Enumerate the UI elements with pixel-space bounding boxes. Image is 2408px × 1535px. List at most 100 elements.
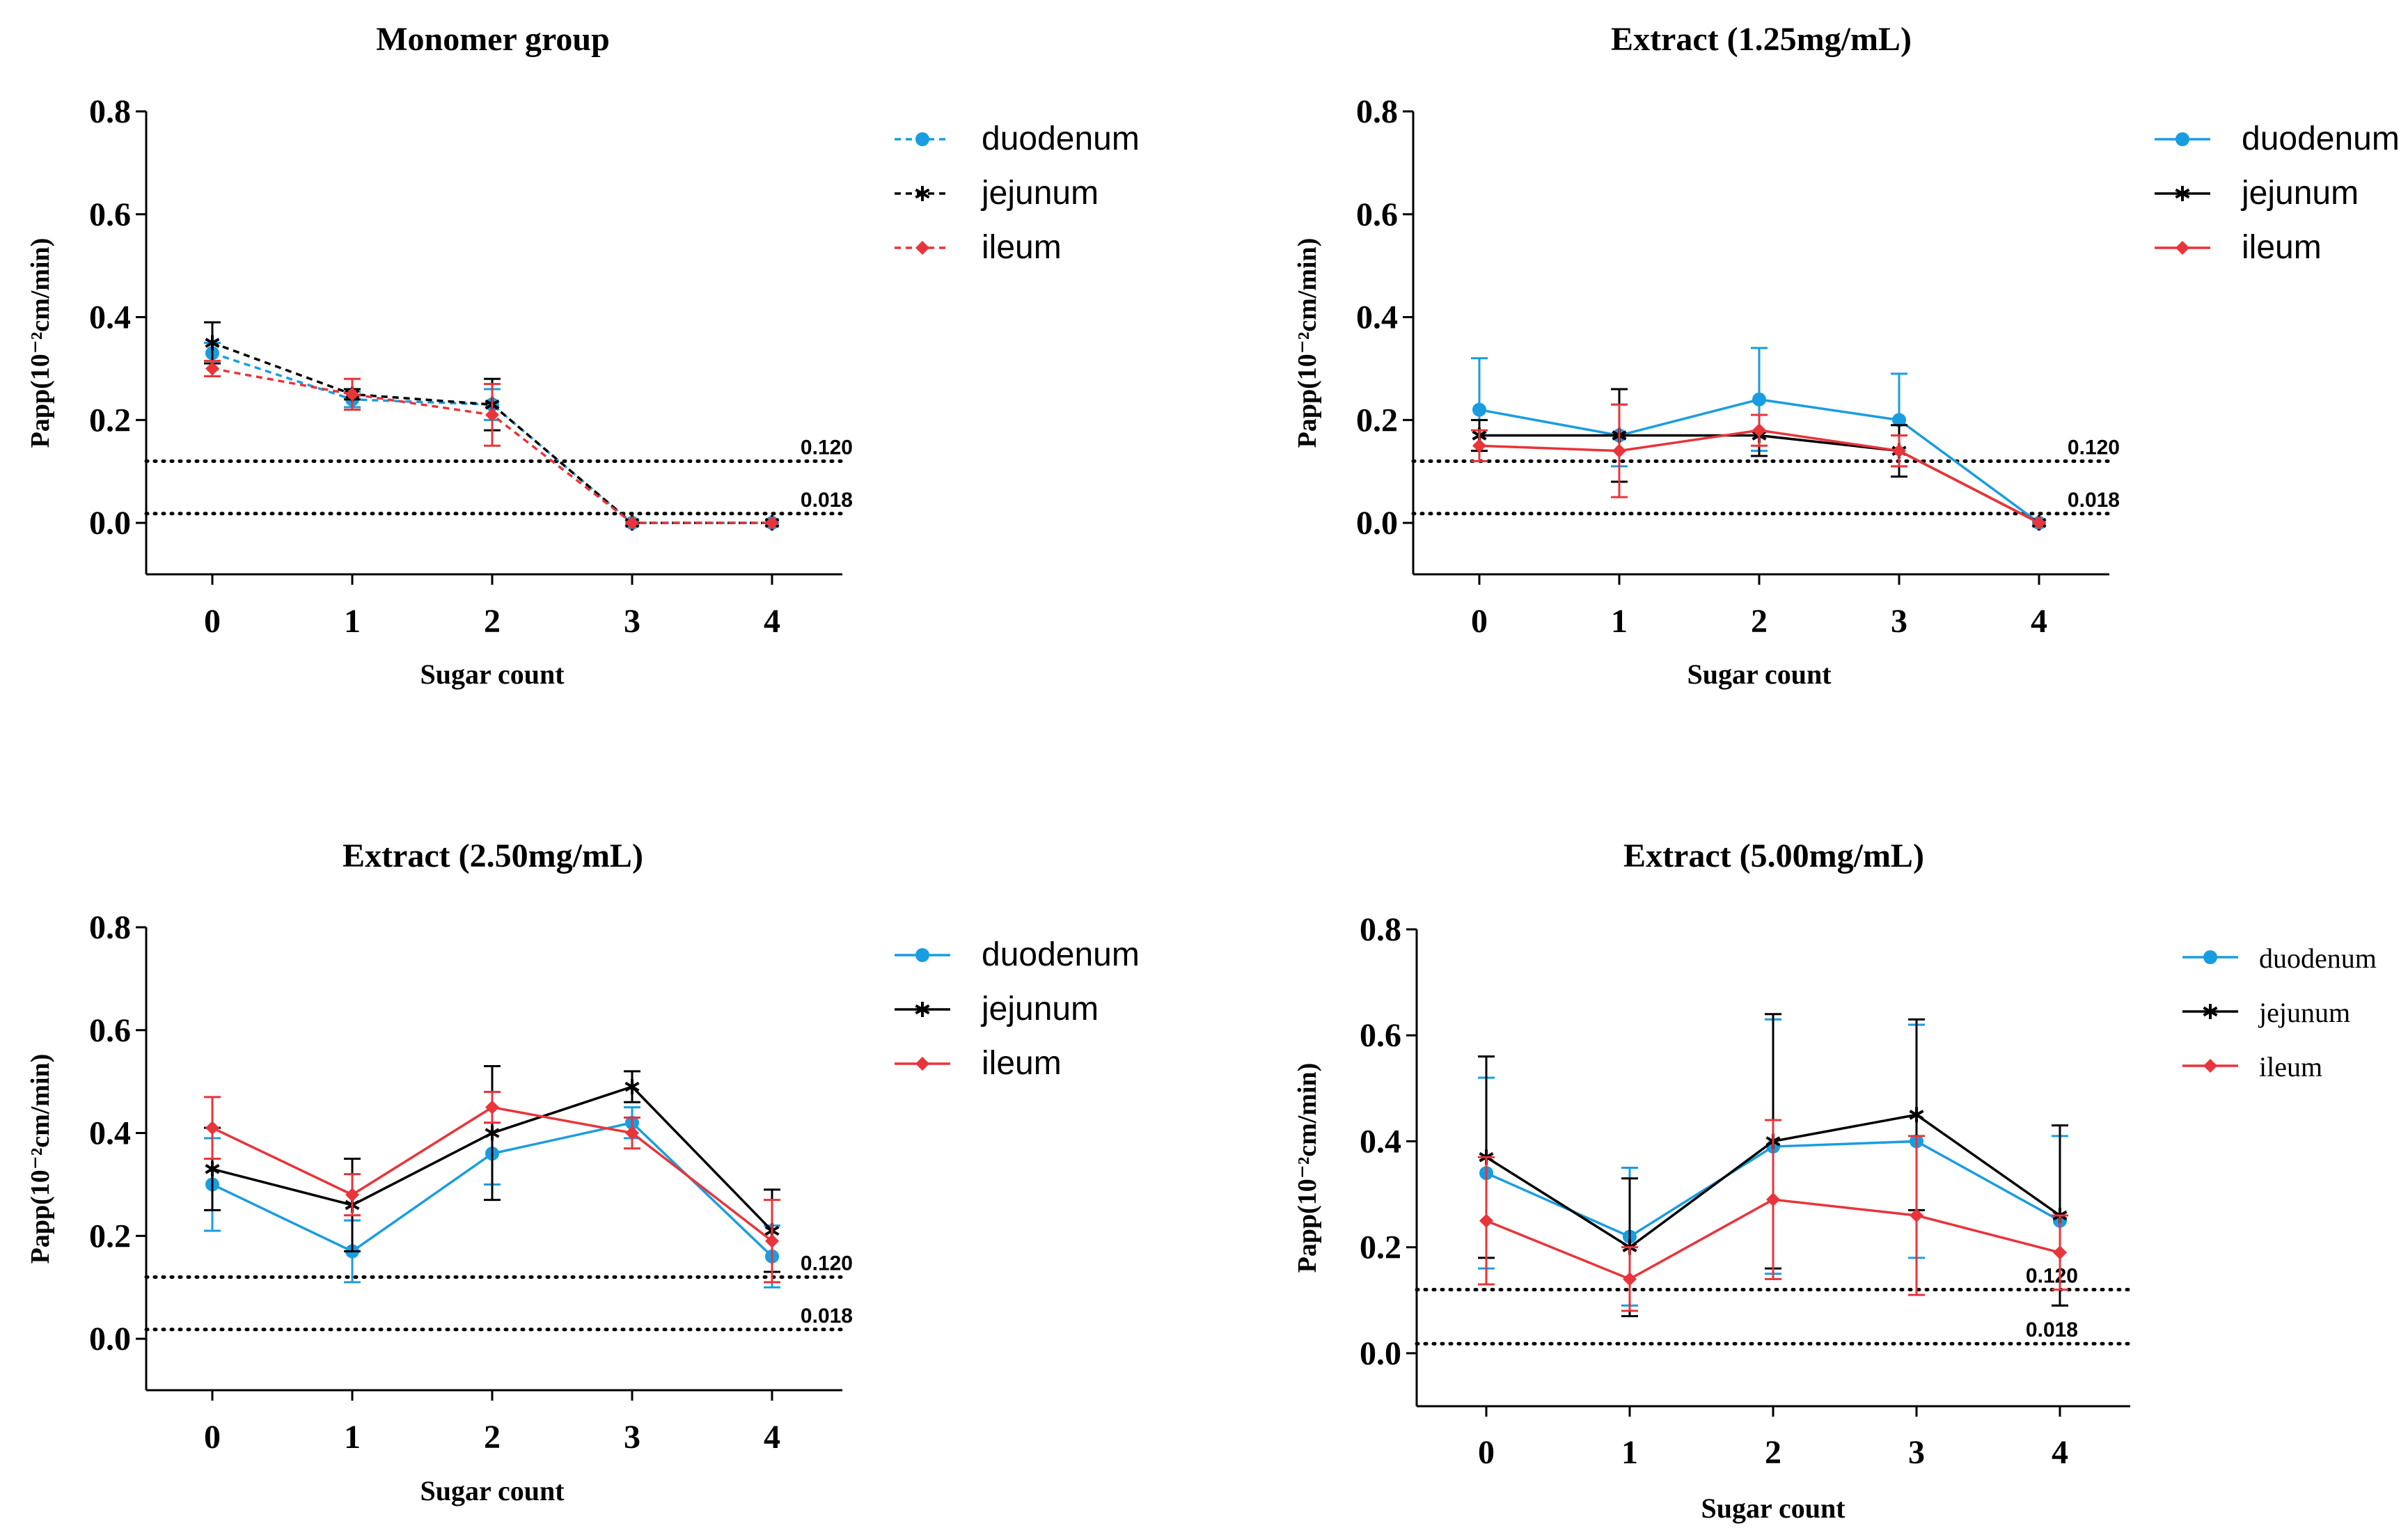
data-point: [1479, 1213, 1493, 1228]
data-point: [485, 407, 499, 422]
x-tick-label: 1: [344, 603, 361, 640]
reference-line-label: 0.018: [2026, 1318, 2078, 1341]
x-tick-label: 2: [1751, 603, 1768, 640]
legend-marker: [915, 1002, 930, 1017]
data-point: [1752, 423, 1766, 438]
legend-marker: [2175, 186, 2190, 201]
x-tick-label: 4: [2031, 603, 2047, 640]
reference-line-label: 0.018: [2068, 489, 2120, 512]
y-tick-label: 0.6: [1360, 1017, 1401, 1054]
y-tick-label: 0.2: [1360, 1229, 1401, 1266]
y-tick-label: 0.0: [89, 505, 131, 542]
legend-label: jejunum: [2240, 175, 2359, 212]
series-ileum: [1471, 403, 2046, 530]
chart-title: Extract (2.50mg/mL): [343, 837, 643, 874]
y-tick-label: 0.6: [89, 196, 131, 233]
x-tick-label: 2: [484, 1419, 501, 1456]
legend-marker: [2203, 950, 2217, 964]
legend-marker: [2175, 132, 2189, 146]
data-point: [205, 1121, 219, 1135]
legend-marker: [2203, 1004, 2218, 1019]
reference-line-label: 0.120: [801, 436, 853, 459]
series-ileum: [204, 359, 779, 530]
legend-marker: [915, 948, 929, 962]
legend-marker: [915, 1057, 929, 1071]
data-point: [1472, 439, 1486, 453]
data-point: [345, 1188, 359, 1202]
chart-panel-4: Extract (5.00mg/mL) 0.0 0.2 0.4 0.6 0.8 0 1 2 3 4 S…: [1293, 837, 2377, 1524]
legend-label: duodenum: [982, 936, 1140, 973]
chart-title: Extract (5.00mg/mL): [1623, 837, 1924, 874]
legend-label: duodenum: [2259, 943, 2377, 974]
legend-label: ileum: [2259, 1051, 2322, 1083]
x-tick-label: 3: [1908, 1434, 1925, 1471]
y-axis-label: Papp(10⁻²cm/min): [26, 1054, 55, 1264]
y-tick-label: 0.6: [1356, 196, 1398, 233]
data-point: [485, 1100, 499, 1115]
y-tick-label: 0.2: [89, 1218, 131, 1254]
y-tick-label: 0.6: [89, 1012, 131, 1049]
data-point: [485, 1125, 500, 1141]
x-tick-label: 4: [764, 1419, 780, 1456]
chart-panel-3: Extract (2.50mg/mL) 0.0 0.2 0.4 0.6 0.8 0 1 2 3 4 S…: [26, 837, 1140, 1506]
legend-marker: [915, 132, 929, 146]
x-tick-label: 1: [344, 1419, 361, 1456]
x-axis-label: Sugar count: [1687, 659, 1832, 690]
x-tick-label: 3: [624, 603, 640, 640]
y-tick-label: 0.4: [1360, 1123, 1401, 1160]
data-point: [2053, 1245, 2067, 1260]
x-tick-label: 0: [204, 603, 221, 640]
x-tick-label: 4: [2052, 1434, 2068, 1471]
legend-label: ileum: [2242, 229, 2322, 266]
series-ileum: [1478, 1119, 2068, 1312]
y-axis-label: Papp(10⁻²cm/min): [1293, 1063, 1322, 1273]
data-point: [625, 1126, 639, 1140]
reference-line-label: 0.018: [801, 489, 853, 512]
y-tick-label: 0.8: [1356, 93, 1398, 130]
y-tick-label: 0.8: [89, 93, 131, 130]
y-tick-label: 0.0: [1356, 505, 1398, 542]
y-tick-label: 0.0: [1360, 1335, 1401, 1372]
data-point: [1909, 1107, 1924, 1123]
x-axis-label: Sugar count: [420, 1475, 565, 1506]
data-point: [205, 1161, 220, 1177]
series-ileum: [204, 1090, 780, 1284]
legend-label: jejunum: [980, 991, 1099, 1028]
data-point: [1752, 392, 1766, 407]
x-tick-label: 2: [1765, 1434, 1781, 1471]
chart-title: Extract (1.25mg/mL): [1611, 21, 1912, 58]
legend-label: jejunum: [2258, 997, 2350, 1028]
x-tick-label: 0: [1471, 603, 1488, 640]
chart-panel-1: Monomer group 0.0 0.2 0.4 0.6 0.8 0 1 2 3 4 Sugar c…: [26, 21, 1140, 690]
y-tick-label: 0.4: [89, 299, 131, 336]
chart-title: Monomer group: [376, 21, 610, 58]
x-tick-label: 4: [764, 603, 780, 640]
series-jejunum: [204, 1065, 780, 1273]
data-point: [1910, 1209, 1923, 1222]
reference-line-label: 0.120: [2026, 1265, 2078, 1288]
legend-label: ileum: [982, 1045, 1062, 1082]
x-tick-label: 1: [1621, 1434, 1638, 1471]
data-point: [1472, 402, 1486, 417]
x-tick-label: 3: [1891, 603, 1907, 640]
x-tick-label: 0: [1478, 1434, 1495, 1471]
data-point: [2032, 516, 2046, 530]
legend-marker: [915, 186, 930, 201]
data-point: [625, 516, 639, 530]
reference-line-label: 0.018: [801, 1305, 853, 1328]
x-axis-label: Sugar count: [420, 659, 565, 690]
data-point: [1892, 413, 1906, 427]
legend-marker: [915, 241, 929, 255]
x-tick-label: 0: [204, 1419, 221, 1456]
legend-label: jejunum: [980, 175, 1099, 212]
data-point: [1623, 1272, 1637, 1286]
legend-marker: [2175, 241, 2189, 255]
data-point: [765, 516, 779, 530]
y-tick-label: 0.2: [1356, 402, 1398, 439]
x-tick-label: 3: [624, 1419, 640, 1456]
data-point: [1612, 443, 1626, 458]
data-point: [765, 1234, 779, 1248]
data-point: [345, 387, 359, 402]
legend-label: ileum: [982, 229, 1062, 266]
legend-label: duodenum: [2242, 120, 2400, 157]
